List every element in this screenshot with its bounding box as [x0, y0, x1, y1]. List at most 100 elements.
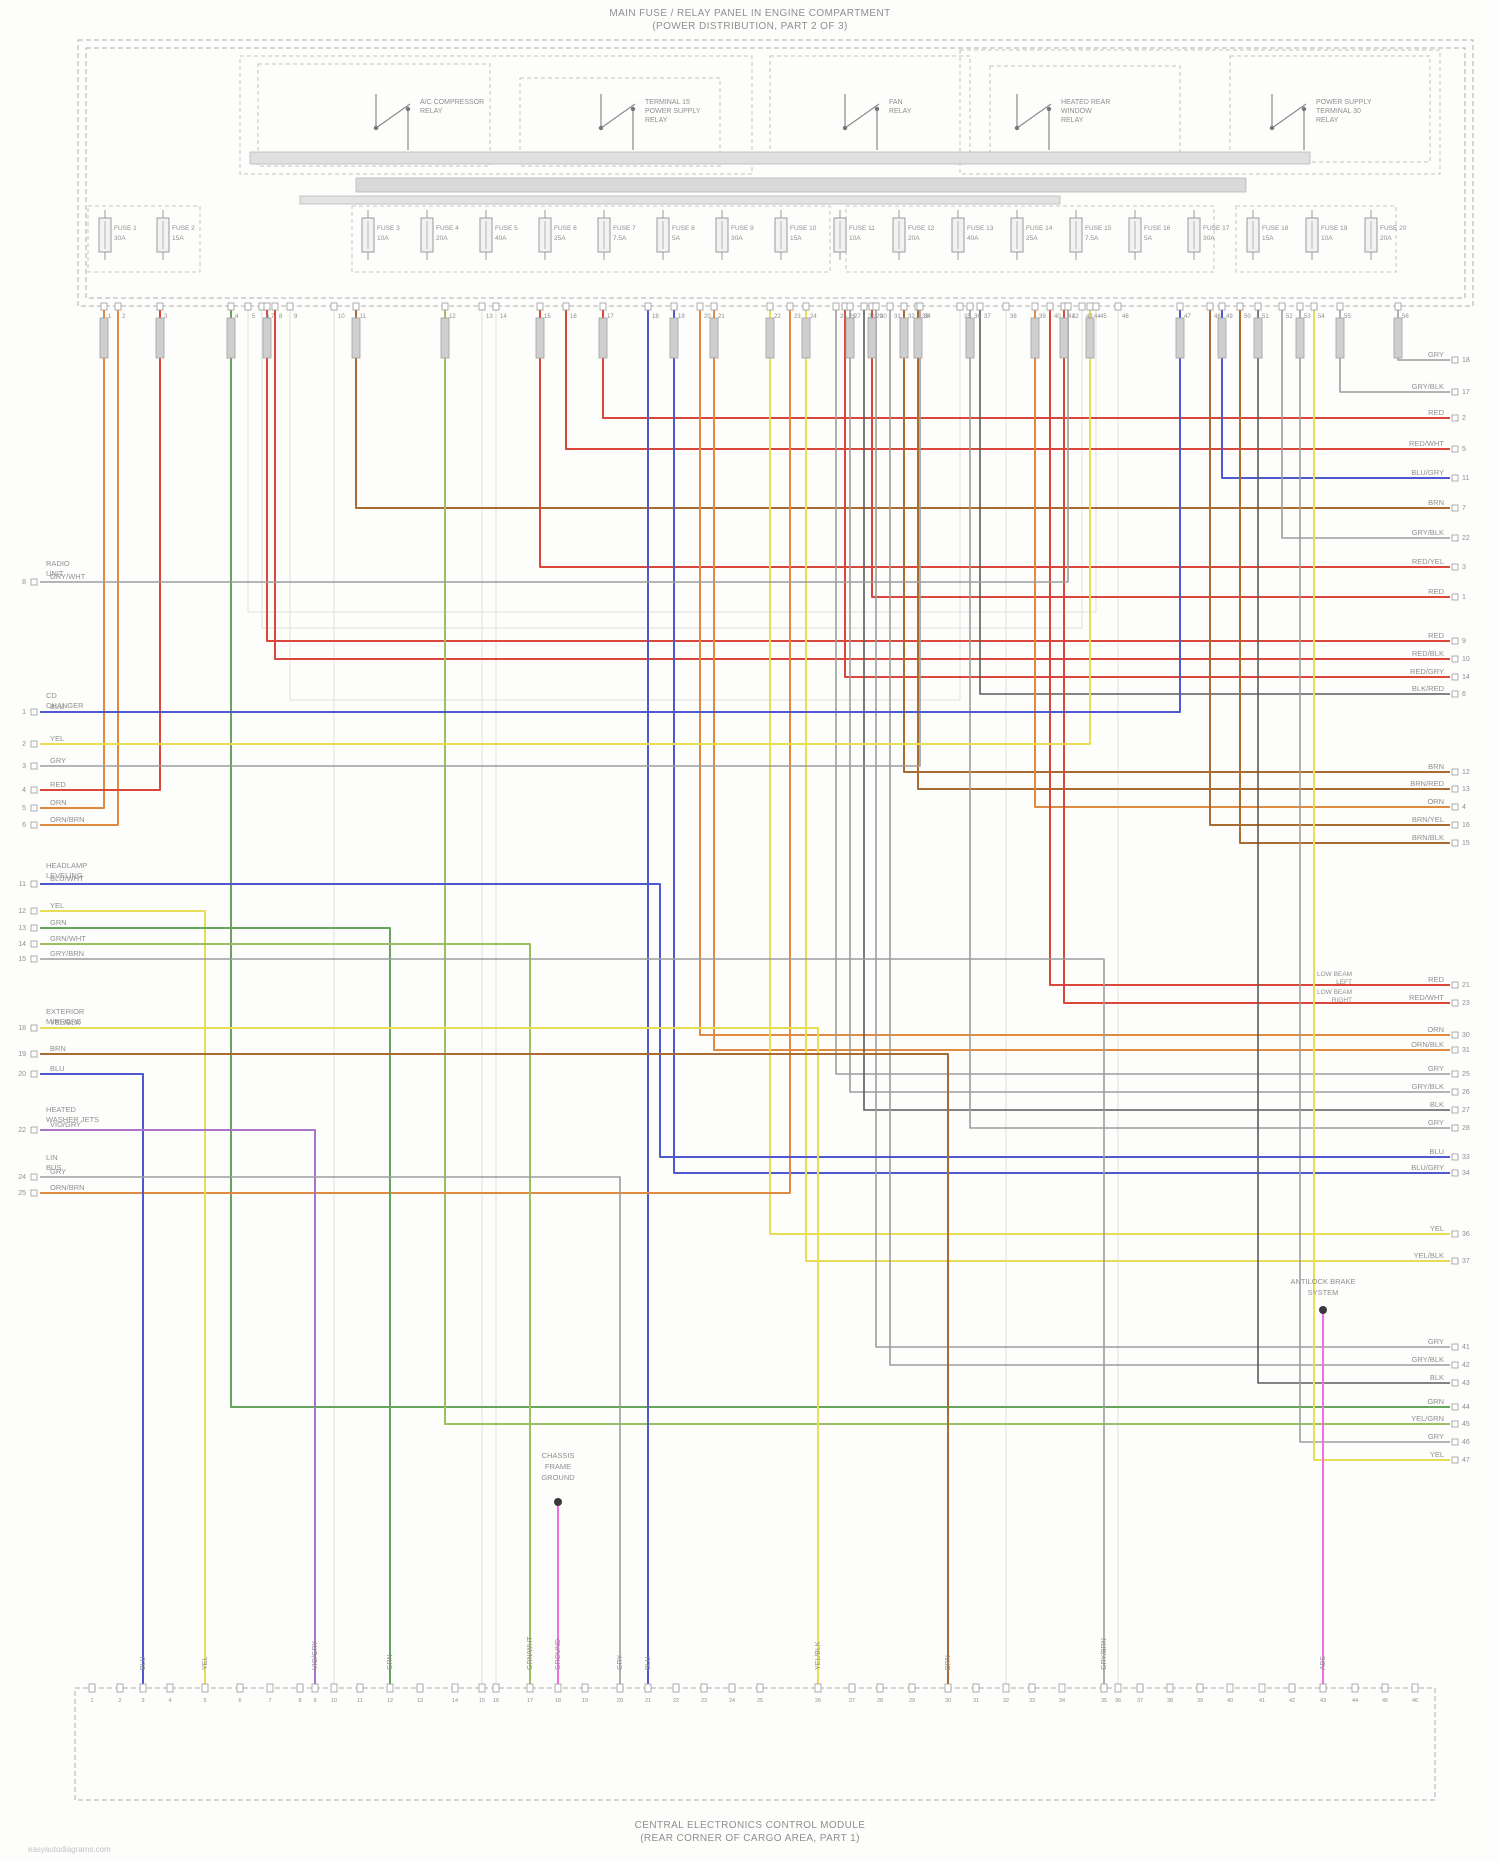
wire-ghost [247, 306, 1097, 613]
top-title-line1: MAIN FUSE / RELAY PANEL IN ENGINE COMPAR… [609, 8, 890, 19]
connector-pin-bottom [672, 1683, 680, 1693]
wire-blu [673, 306, 1450, 1174]
wire-brn [917, 306, 1450, 790]
connector-pin-bottom [236, 1683, 244, 1693]
connector-pin-bottom [296, 1683, 304, 1693]
wire-orn [699, 306, 1450, 1036]
pin-number: 11 [1462, 475, 1469, 482]
terminal-pin [30, 740, 38, 748]
connector-pin-bottom [700, 1683, 708, 1693]
fuse-rating: 30A [114, 235, 126, 242]
terminal-pin [1451, 1088, 1459, 1096]
pin-number: 46 [1462, 1439, 1470, 1446]
inline-connector [1335, 317, 1345, 359]
terminal-row: BLK 27 [1430, 1100, 1470, 1114]
wire-code: BRN/RED [1410, 779, 1444, 788]
connector-pin-top [100, 302, 108, 311]
connector-pin-top [966, 302, 974, 311]
relay-label: WINDOW [1061, 108, 1092, 115]
wire-blk [979, 306, 1450, 695]
wire-red [1063, 306, 1450, 1004]
wire-code: BLU/GRY [1411, 468, 1444, 477]
pin-number: 12 [449, 314, 456, 320]
pin-number: 34 [1059, 1698, 1065, 1704]
connector-pin-bottom [492, 1683, 500, 1693]
pin-number: 35 [1101, 1698, 1107, 1704]
svg-text:LEVELING: LEVELING [46, 871, 83, 880]
pin-number: 56 [1402, 314, 1409, 320]
wire-code: RED [1428, 408, 1444, 417]
connector-pin-top [1296, 302, 1304, 311]
wire-orn [713, 306, 1450, 1051]
connector-pin-top [976, 302, 984, 311]
terminal-row: GRY/BLK 17 [1412, 382, 1470, 396]
terminal-pin [1451, 839, 1459, 847]
wire-code: YEL [1430, 1224, 1444, 1233]
inline-connector [765, 317, 775, 359]
pin-number: 14 [18, 941, 26, 948]
pin-number: 7 [271, 314, 275, 320]
pin-number: 25 [840, 314, 847, 320]
wire-grn [230, 306, 1450, 1408]
wire-code: RED [1428, 975, 1444, 984]
connector-pin-bottom [478, 1683, 486, 1693]
svg-text:CHASSIS: CHASSIS [542, 1451, 575, 1460]
pin-number: 41 [1462, 1344, 1470, 1351]
terminal-row: 6 ORN/BRN [22, 815, 85, 829]
bottom-wire-label: YEL/BLK [815, 1641, 822, 1670]
terminal-pin [1451, 1361, 1459, 1369]
pin-number: 22 [774, 314, 781, 320]
pin-number: 30 [945, 1698, 951, 1704]
connector-pin-bottom [311, 1683, 319, 1693]
svg-text:HEATED: HEATED [46, 1105, 76, 1114]
terminal-row: ORN 30 [1427, 1025, 1470, 1039]
terminal-row: BLK/RED 6 [1412, 684, 1466, 698]
bottom-wire-label: GRY [617, 1655, 624, 1670]
wire-code: RED [1428, 587, 1444, 596]
pin-number: 24 [729, 1698, 735, 1704]
wire-code: GRY [1428, 1118, 1444, 1127]
bottom-wire-label: YEL [202, 1657, 209, 1670]
inline-connector [598, 317, 608, 359]
wire-code: BLU [50, 1064, 65, 1073]
terminal-pin [30, 880, 38, 888]
pin-number: 16 [1462, 822, 1470, 829]
pin-number: 20 [617, 1698, 623, 1704]
terminal-pin [1451, 504, 1459, 512]
fuse: FUSE 14 25A [1010, 210, 1053, 260]
fuse-rating: 10A [1321, 235, 1333, 242]
wire-gry [889, 306, 1450, 1366]
relay-group-box [519, 77, 721, 167]
wire-code: BLU/GRY [1411, 1163, 1444, 1172]
connector-pin-top [492, 302, 500, 311]
relay-label: POWER SUPPLY [1316, 99, 1372, 106]
relay-label: RELAY [420, 108, 443, 115]
wire-code: YEL [50, 734, 64, 743]
fuse-name: FUSE 12 [908, 225, 935, 232]
connector-pin-top [846, 302, 854, 311]
pin-number: 5 [1462, 446, 1466, 453]
terminal-pin [1451, 655, 1459, 663]
wire-ghost [261, 306, 1083, 629]
terminal-pin [30, 1189, 38, 1197]
relay: TERMINAL 15 POWER SUPPLY RELAY [598, 94, 701, 150]
terminal-pin [1451, 690, 1459, 698]
relay-group-box [1229, 55, 1431, 163]
pin-number: 45 [1462, 1421, 1470, 1428]
wire-blu [1221, 306, 1450, 479]
connector-pin-top [599, 302, 607, 311]
fuse: FUSE 4 20A [420, 210, 459, 260]
wire-code: GRY/BLK [1412, 528, 1444, 537]
pin-number: 31 [1462, 1047, 1470, 1054]
connector-pin-top [227, 302, 235, 311]
fuse-rating: 5A [1144, 235, 1153, 242]
wire-red [602, 306, 1450, 419]
connector-pin-top [670, 302, 678, 311]
fuse-name: FUSE 2 [172, 225, 195, 232]
pin-number: 10 [331, 1698, 337, 1704]
terminal-pin [30, 1070, 38, 1078]
wire-code: GRN [50, 918, 67, 927]
